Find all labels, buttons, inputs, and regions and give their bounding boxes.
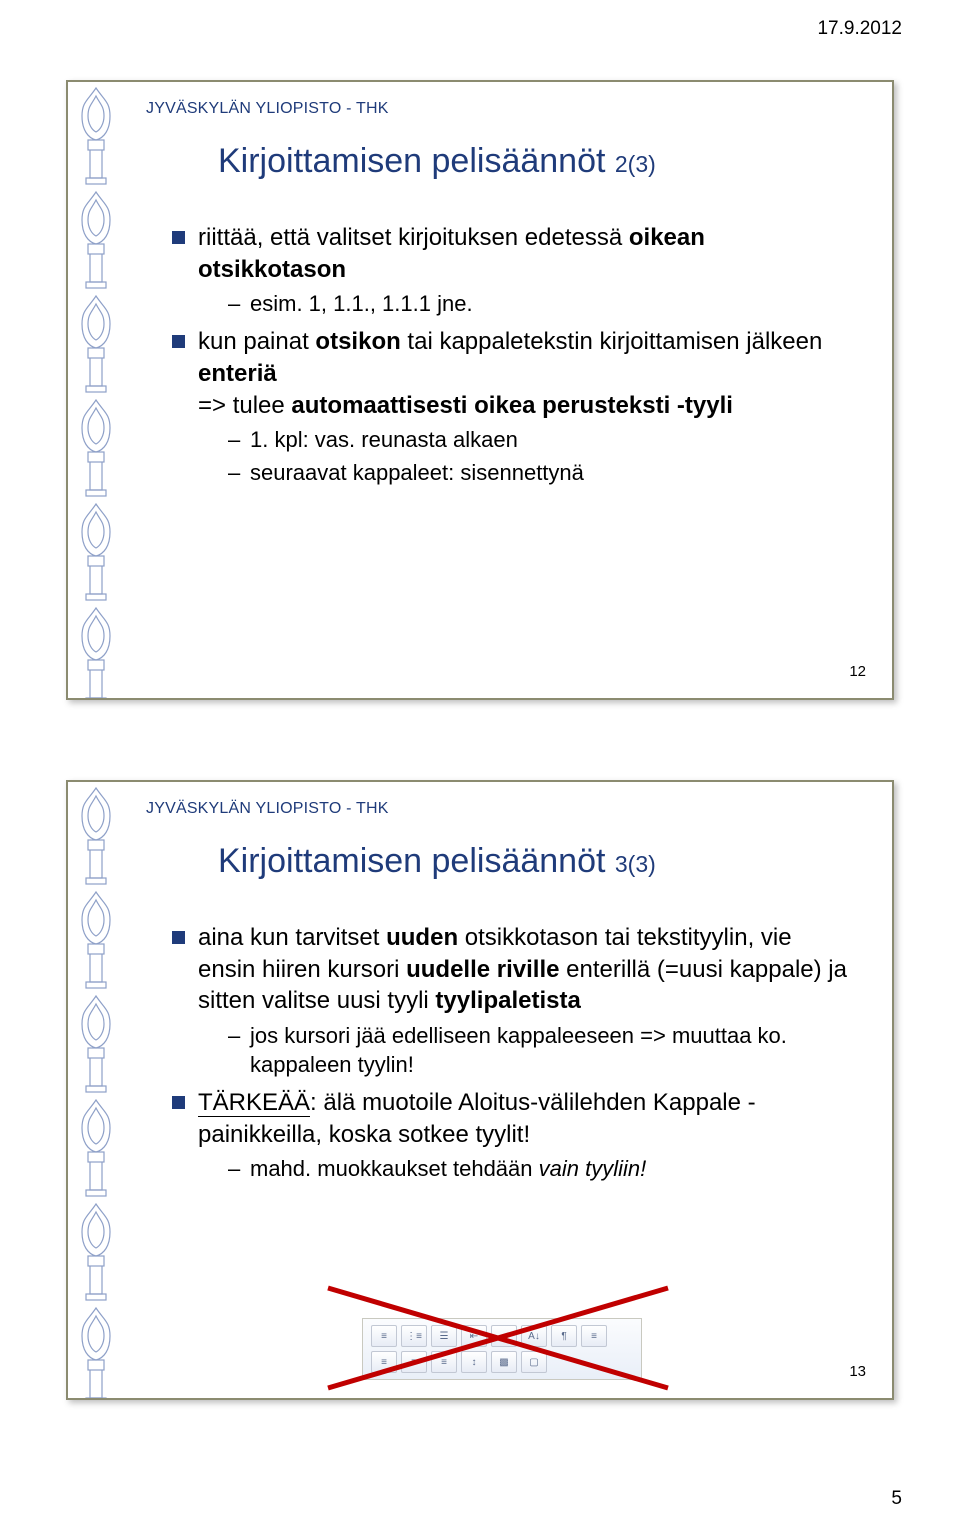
ribbon-paragraph-group: ≡ ⋮≡ ☰ ⇤ ⇥ A↓ ¶ ≡ ≡ ≡ ≡ ↕ ▩ ▢ [362,1318,642,1380]
page-footer-number: 5 [891,1488,902,1510]
sub-bullet: seuraavat kappaleet: sisennettynä [226,458,852,487]
indent-increase-icon: ⇥ [491,1325,517,1347]
slide-content: aina kun tarvitset uuden otsikkotason ta… [168,922,852,1191]
show-marks-icon: ¶ [551,1325,577,1347]
justify-icon: ≡ [431,1351,457,1373]
indent-decrease-icon: ⇤ [461,1325,487,1347]
page: 17.9.2012 JY [0,0,960,1534]
align-right-icon: ≡ [401,1351,427,1373]
bullet-text: kun painat [198,328,315,355]
align-center-icon: ≡ [371,1351,397,1373]
bullet-bold: uudelle riville [406,956,559,983]
page-header-date: 17.9.2012 [817,18,902,40]
torch-ornament-column [68,782,124,1398]
bullet-text: riittää, että valitset kirjoituksen edet… [198,224,629,251]
bullet-text: aina kun tarvitset [198,924,386,951]
slide-content: riittää, että valitset kirjoituksen edet… [168,222,852,495]
slide-title-main: Kirjoittamisen pelisäännöt [218,142,615,180]
bullet-bold: tyylipaletista [435,987,580,1014]
slide-2: JYVÄSKYLÄN YLIOPISTO - THK Kirjoittamise… [66,780,894,1400]
org-label: JYVÄSKYLÄN YLIOPISTO - THK [146,100,389,118]
sub-bullet-italic: vain tyyliin! [539,1156,647,1181]
slide-1: JYVÄSKYLÄN YLIOPISTO - THK Kirjoittamise… [66,80,894,700]
bullet-2: TÄRKEÄÄ: älä muotoile Aloitus-välilehden… [168,1087,852,1183]
slide-title-sub: 2(3) [615,151,656,177]
bullet-text: TÄRKEÄÄ [198,1089,310,1117]
sub-bullet: mahd. muokkaukset tehdään vain tyyliin! [226,1154,852,1183]
sort-icon: A↓ [521,1325,547,1347]
word-paragraph-ribbon: ≡ ⋮≡ ☰ ⇤ ⇥ A↓ ¶ ≡ ≡ ≡ ≡ ↕ ▩ ▢ [362,1318,642,1380]
slide-title-sub: 3(3) [615,851,656,877]
slide-number: 13 [849,1363,866,1380]
sub-bullet: jos kursori jää edelliseen kappaleeseen … [226,1021,852,1079]
bullet-bold: enteriä [198,360,277,387]
sub-bullet: 1. kpl: vas. reunasta alkaen [226,425,852,454]
slide-number: 12 [849,663,866,680]
slide-title: Kirjoittamisen pelisäännöt 3(3) [218,842,656,881]
shading-icon: ▩ [491,1351,517,1373]
bullet-text: tai kappaletekstin kirjoittamisen jälkee… [401,328,823,355]
borders-icon: ▢ [521,1351,547,1373]
bullet-2: kun painat otsikon tai kappaletekstin ki… [168,326,852,487]
bullets-icon: ≡ [371,1325,397,1347]
align-left-icon: ≡ [581,1325,607,1347]
torch-ornament-column [68,82,124,698]
slide-title: Kirjoittamisen pelisäännöt 2(3) [218,142,656,181]
slide-title-main: Kirjoittamisen pelisäännöt [218,842,615,880]
bullet-bold: uuden [386,924,458,951]
line-spacing-icon: ↕ [461,1351,487,1373]
bullet-text: => tulee [198,392,291,419]
sub-bullet-text: mahd. muokkaukset tehdään [250,1156,539,1181]
org-label: JYVÄSKYLÄN YLIOPISTO - THK [146,800,389,818]
bullet-bold: automaattisesti oikea perusteksti -tyyli [291,392,733,419]
bullet-1: aina kun tarvitset uuden otsikkotason ta… [168,922,852,1079]
bullet-bold: otsikon [315,328,400,355]
bullet-1: riittää, että valitset kirjoituksen edet… [168,222,852,318]
multilevel-icon: ☰ [431,1325,457,1347]
sub-bullet: esim. 1, 1.1., 1.1.1 jne. [226,289,852,318]
numbering-icon: ⋮≡ [401,1325,427,1347]
bullet-underline: TÄRKEÄÄ [198,1089,310,1117]
